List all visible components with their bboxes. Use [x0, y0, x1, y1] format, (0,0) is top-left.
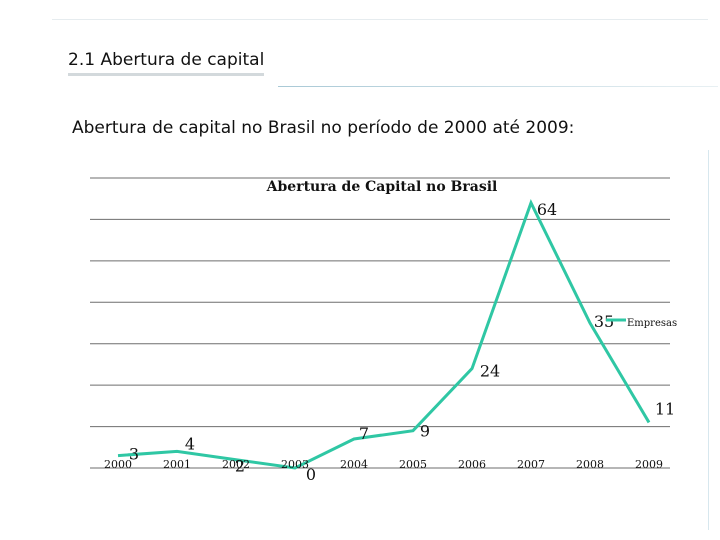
x-tick-2009: 2009 — [635, 458, 663, 471]
data-label-2006: 24 — [480, 362, 500, 381]
chart-title: Abertura de Capital no Brasil — [266, 179, 498, 195]
x-tick-2008: 2008 — [576, 458, 604, 471]
data-label-2000: 3 — [129, 445, 139, 464]
chart-gridlines — [90, 177, 670, 469]
series-group — [117, 199, 651, 470]
x-tick-2000: 2000 — [104, 458, 132, 471]
data-label-2005: 9 — [420, 422, 430, 441]
data-label-2001: 4 — [185, 434, 195, 453]
data-label-2002: 2 — [235, 457, 245, 476]
data-label-2009: 11 — [655, 399, 675, 418]
x-tick-2002: 2002 — [222, 458, 250, 471]
x-tick-2006: 2006 — [458, 458, 486, 471]
series-line-empresas — [117, 199, 651, 470]
x-tick-2007: 2007 — [517, 458, 545, 471]
section-title-underline — [278, 86, 718, 87]
chart-legend: Empresas — [606, 318, 677, 329]
right-divider — [708, 150, 709, 530]
legend-label-empresas: Empresas — [627, 318, 677, 329]
data-label-2003: 0 — [306, 465, 316, 484]
x-tick-2004: 2004 — [340, 458, 368, 471]
section-title: 2.1 Abertura de capital — [68, 50, 265, 76]
x-tick-2005: 2005 — [399, 458, 427, 471]
data-label-2008: 35 — [594, 312, 614, 331]
x-tick-2001: 2001 — [163, 458, 191, 471]
x-tick-2003: 2003 — [281, 458, 309, 471]
x-axis-tick-labels: 2000 2001 2002 2003 2004 2005 2006 2007 2008 2009 — [104, 458, 663, 471]
data-label-2007: 64 — [537, 200, 557, 219]
data-labels: 3 4 2 0 7 9 24 64 35 11 — [129, 200, 675, 484]
data-label-2004: 7 — [359, 424, 369, 443]
top-divider — [52, 19, 708, 20]
slide-subtitle: Abertura de capital no Brasil no período… — [72, 118, 575, 138]
